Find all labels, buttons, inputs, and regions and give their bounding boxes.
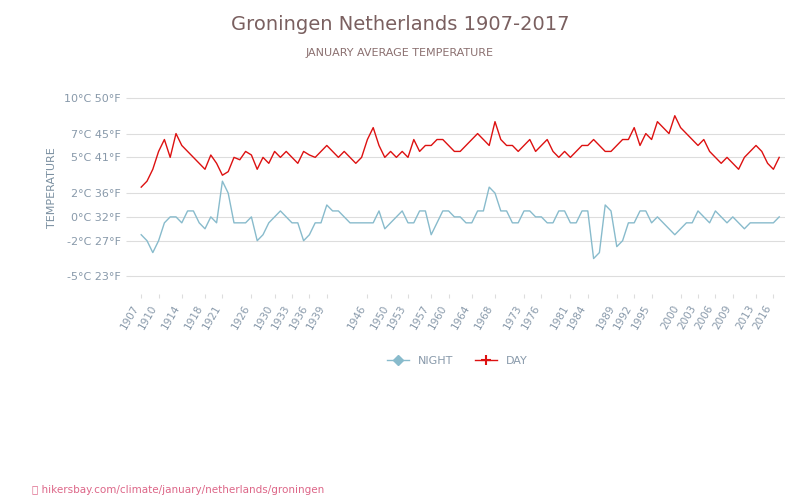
Text: 📍 hikersbay.com/climate/january/netherlands/groningen: 📍 hikersbay.com/climate/january/netherla… [32,485,324,495]
Y-axis label: TEMPERATURE: TEMPERATURE [47,147,57,228]
Text: JANUARY AVERAGE TEMPERATURE: JANUARY AVERAGE TEMPERATURE [306,48,494,58]
Legend: NIGHT, DAY: NIGHT, DAY [382,351,533,370]
Text: Groningen Netherlands 1907-2017: Groningen Netherlands 1907-2017 [230,15,570,34]
